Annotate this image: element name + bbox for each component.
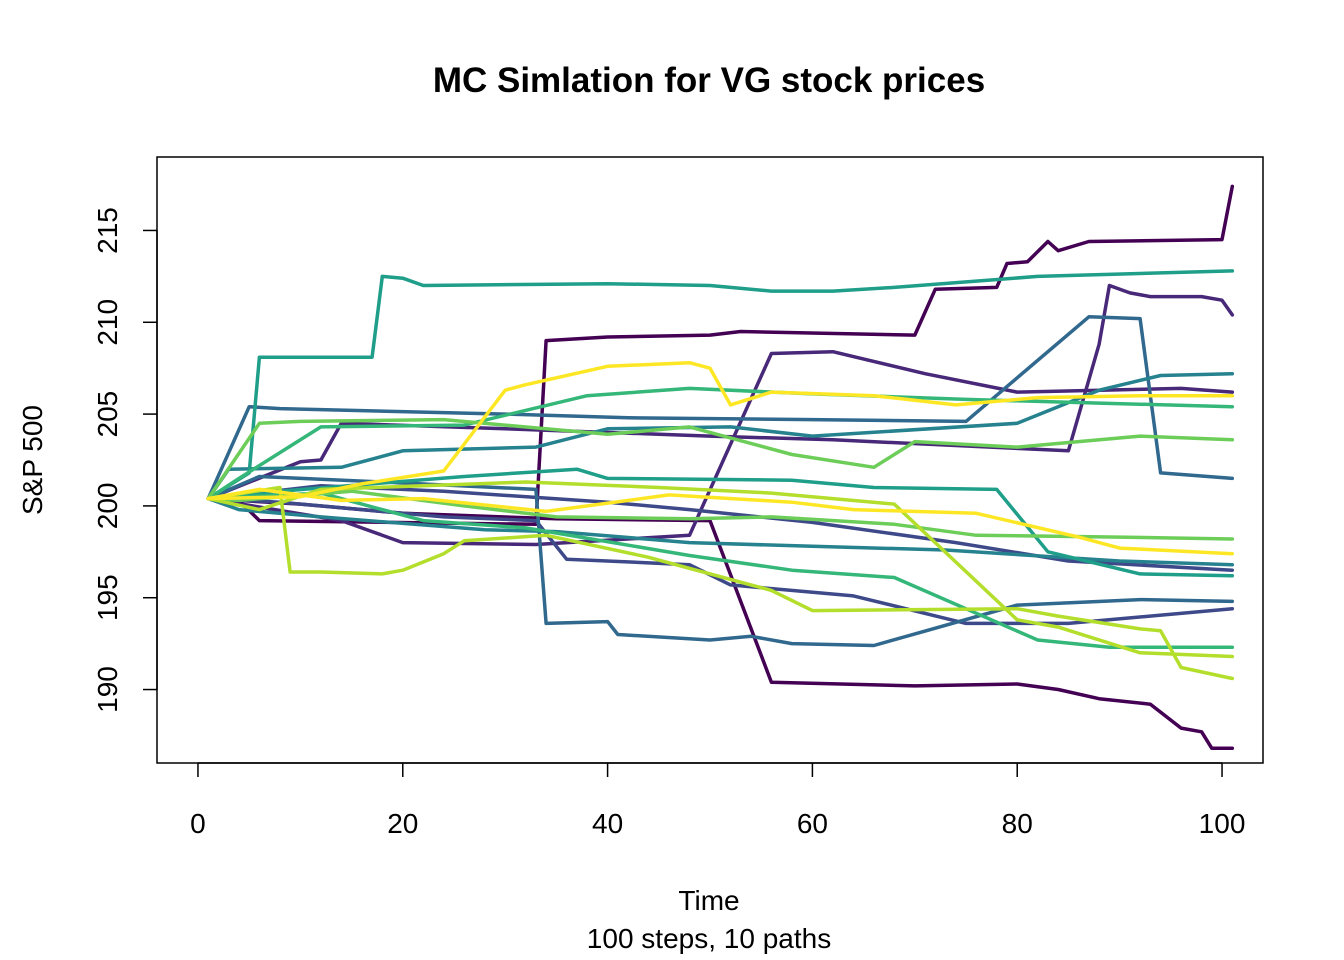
- x-axis: 0 20 40 60 80 100: [190, 762, 1246, 839]
- series-line-17: [206, 485, 1235, 681]
- y-tick-label: 210: [92, 299, 123, 346]
- y-axis-label: S&P 500: [17, 405, 48, 515]
- x-tick-label: 20: [387, 808, 418, 839]
- x-axis-sublabel: 100 steps, 10 paths: [587, 923, 831, 954]
- series-layer: [206, 184, 1235, 751]
- chart-title: MC Simlation for VG stock prices: [433, 61, 985, 100]
- y-tick-label: 190: [92, 666, 123, 713]
- series-line-18: [206, 480, 1235, 659]
- series-line-1: [206, 184, 1235, 527]
- series-line-13: [206, 386, 1235, 501]
- x-tick-label: 80: [1002, 808, 1033, 839]
- x-tick-label: 0: [190, 808, 206, 839]
- series-line-8: [206, 474, 1235, 648]
- series-line-19: [206, 360, 1235, 501]
- series-line-10: [206, 496, 1235, 567]
- series-line-3: [206, 283, 1235, 501]
- series-line-12: [206, 467, 1235, 578]
- y-tick-label: 200: [92, 483, 123, 530]
- x-axis-label: Time: [678, 885, 739, 916]
- y-tick-label: 195: [92, 574, 123, 621]
- series-line-2: [206, 496, 1235, 751]
- series-line-4: [206, 349, 1235, 547]
- series-line-15: [206, 417, 1235, 501]
- series-line-20: [206, 487, 1235, 556]
- series-line-14: [206, 491, 1235, 650]
- y-tick-label: 215: [92, 207, 123, 254]
- series-line-7: [206, 315, 1235, 501]
- series-line-11: [206, 269, 1235, 501]
- x-tick-label: 40: [592, 808, 623, 839]
- y-tick-label: 205: [92, 391, 123, 438]
- x-tick-label: 100: [1199, 808, 1246, 839]
- y-axis: 190 195 200 205 210 215: [92, 207, 158, 713]
- x-tick-label: 60: [797, 808, 828, 839]
